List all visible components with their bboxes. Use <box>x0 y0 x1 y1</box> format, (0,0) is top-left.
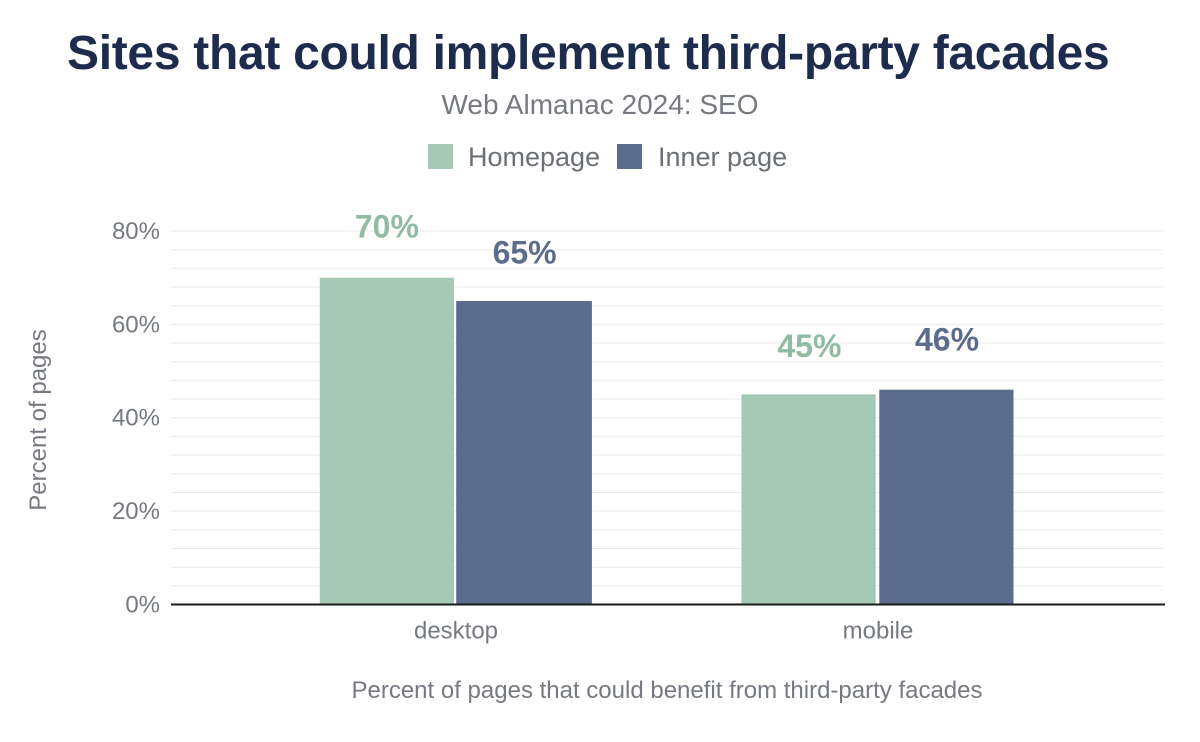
svg-text:20%: 20% <box>112 498 160 525</box>
svg-text:desktop: desktop <box>414 618 498 645</box>
svg-text:65%: 65% <box>493 234 557 270</box>
svg-text:40%: 40% <box>112 405 160 432</box>
svg-text:45%: 45% <box>777 328 841 364</box>
svg-text:0%: 0% <box>125 592 160 619</box>
svg-text:Percent of pages that could be: Percent of pages that could benefit from… <box>351 677 982 704</box>
svg-text:Percent of pages: Percent of pages <box>25 329 52 510</box>
svg-text:70%: 70% <box>355 209 419 245</box>
svg-text:mobile: mobile <box>843 618 914 645</box>
svg-text:46%: 46% <box>915 321 979 357</box>
svg-text:80%: 80% <box>112 218 160 245</box>
svg-text:60%: 60% <box>112 311 160 338</box>
